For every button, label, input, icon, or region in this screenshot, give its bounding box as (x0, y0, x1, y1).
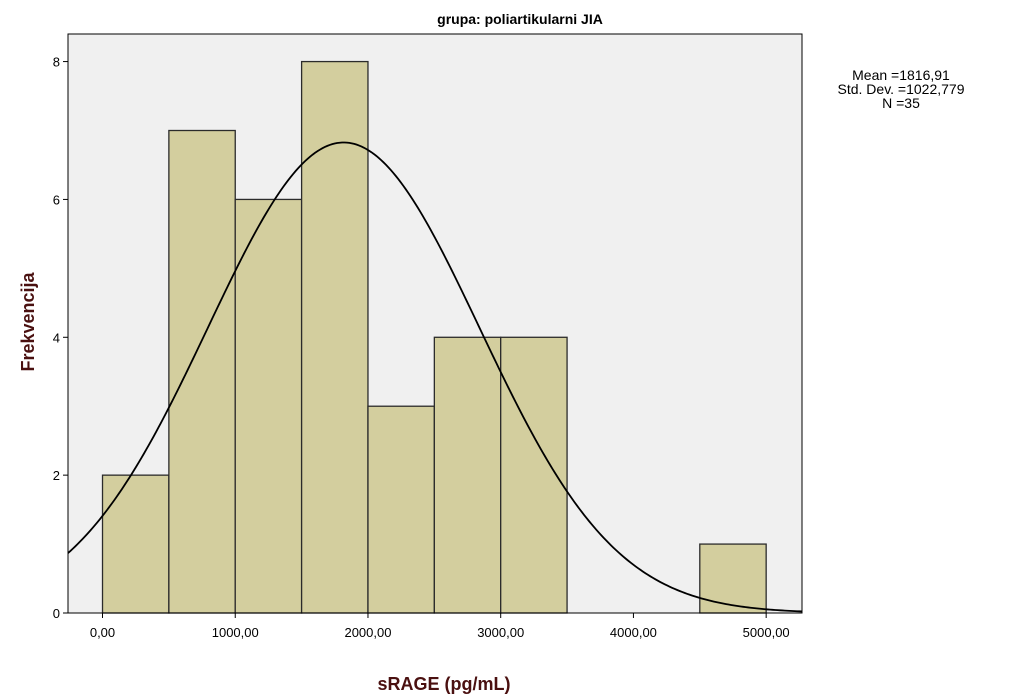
y-tick-label: 0 (53, 606, 60, 621)
histogram-bar (168, 129, 236, 614)
statistics-box: Mean =1816,91 Std. Dev. =1022,779 N =35 (836, 68, 966, 110)
y-axis-title: Frekvencija (18, 271, 38, 371)
n-stat: N =35 (882, 95, 920, 111)
histogram-bar (101, 474, 170, 614)
normal-curve-group (67, 141, 803, 613)
histogram-bar (367, 405, 435, 614)
plot-frame (67, 33, 803, 614)
chart-title: grupa: poliartikularni JIA (437, 11, 603, 27)
x-axis-title: sRAGE (pg/mL) (378, 674, 511, 694)
histogram-bars (101, 60, 767, 614)
x-tick-label: 2000,00 (344, 625, 391, 640)
x-axis: 0,00 1000,00 2000,00 3000,00 4000,00 5000,00 (90, 613, 790, 640)
y-tick-label: 4 (53, 330, 60, 345)
y-axis: 0 2 4 6 8 (53, 55, 68, 621)
std-dev-stat: Std. Dev. =1022,779 (837, 81, 965, 97)
histogram-bar (699, 543, 767, 614)
mean-stat: Mean =1816,91 (852, 67, 950, 83)
x-tick-label: 5000,00 (743, 625, 790, 640)
x-tick-label: 1000,00 (212, 625, 259, 640)
x-tick-label: 4000,00 (610, 625, 657, 640)
y-tick-label: 8 (53, 55, 60, 70)
histogram-bar (433, 336, 502, 614)
y-tick-label: 6 (53, 192, 60, 207)
y-tick-label: 2 (53, 468, 60, 483)
x-tick-label: 3000,00 (477, 625, 524, 640)
normal-curve (67, 141, 803, 613)
histogram-bar (234, 198, 303, 614)
x-tick-label: 0,00 (90, 625, 115, 640)
